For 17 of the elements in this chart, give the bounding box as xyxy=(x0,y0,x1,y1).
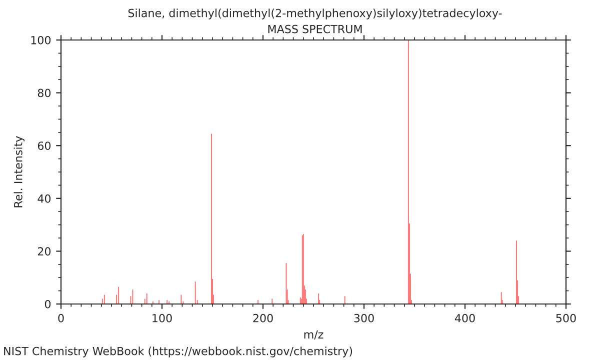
y-tick-label: 60 xyxy=(38,142,51,150)
text: NIST Chemistry WebBook (https://webbook.nist.gov/chemistry) xyxy=(4,346,352,358)
x-tick-label: 500 xyxy=(556,314,576,322)
y-tick-label: 0 xyxy=(44,300,51,308)
x-axis-title: m/z xyxy=(304,330,324,340)
x-tick-label: 100 xyxy=(152,314,172,322)
y-tick-label: 20 xyxy=(38,247,51,256)
chart-title: Silane, dimethyl(dimethyl(2-methylphenoxy)silyloxy)tetradecyloxy- xyxy=(128,8,502,20)
y-tick-label: 40 xyxy=(38,194,51,203)
y-axis-title: Rel. Intensity xyxy=(14,136,25,208)
x-tick-label: 0 xyxy=(58,314,64,322)
chart-subtitle: MASS SPECTRUM xyxy=(268,24,362,34)
x-tick-label: 200 xyxy=(253,314,273,322)
y-tick-label: 80 xyxy=(38,88,51,98)
x-tick-label: 400 xyxy=(454,314,475,322)
x-tick-label: 300 xyxy=(354,314,374,322)
y-tick-label: 100 xyxy=(31,36,51,44)
